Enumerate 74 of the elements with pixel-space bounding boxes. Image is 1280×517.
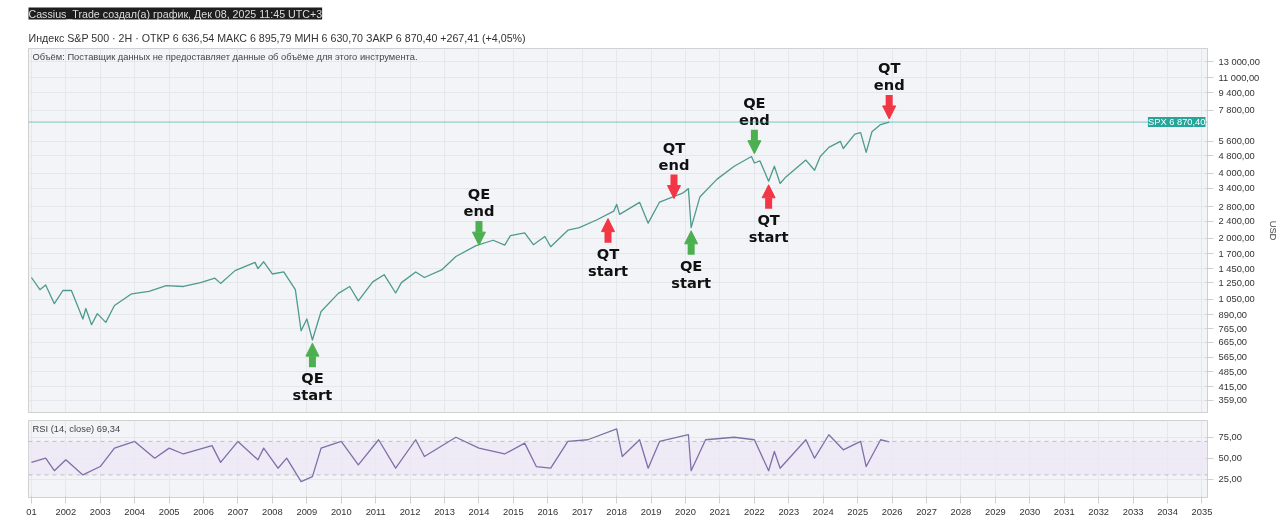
x-tick-label: 2015	[503, 506, 524, 517]
y-tick-label: 2 400,00	[1218, 216, 1255, 227]
x-tick-label: 2026	[881, 506, 903, 517]
x-tick-label: 2033	[1122, 506, 1144, 517]
y-tick-label: 9 400,00	[1218, 87, 1255, 98]
annotation: QE start	[671, 256, 712, 291]
chart-title: Cassius_Trade создал(а) график, Дек 08, 2025 11:45 UTC+3	[28, 7, 323, 20]
x-tick-label: 2011	[365, 506, 386, 517]
x-tick-label: 2003	[89, 506, 111, 517]
x-tick-label: 2035	[1191, 506, 1213, 517]
x-tick-label: 2009	[296, 506, 318, 517]
x-tick-label: 2025	[847, 506, 869, 517]
y-tick-label: 3 400,00	[1218, 183, 1255, 194]
x-tick-label: 2017	[571, 506, 593, 517]
chart-title: RSI (14, close) 69,34	[32, 423, 121, 434]
annotation: QT start	[748, 210, 789, 245]
x-tick-label: 01	[26, 506, 37, 517]
x-tick-label: 2018	[606, 506, 628, 517]
annotation: QE start	[292, 369, 333, 404]
y-tick-label: 2 800,00	[1218, 201, 1255, 212]
y-tick-label: 2 000,00	[1218, 233, 1255, 244]
y-tick-label: 7 800,00	[1218, 105, 1255, 116]
ref-line-label: SPX 6 870,40	[1147, 117, 1206, 128]
x-tick-label: 2006	[193, 506, 214, 517]
x-tick-label: 2002	[55, 506, 77, 517]
x-tick-label: 2022	[744, 506, 765, 517]
x-tick-label: 2024	[812, 506, 834, 517]
x-tick-label: 2028	[950, 506, 972, 517]
x-tick-label: 2020	[675, 506, 696, 517]
x-tick-label: 2004	[124, 506, 146, 517]
y-tick-label: 1 050,00	[1218, 294, 1255, 305]
x-tick-label: 2021	[709, 506, 731, 517]
annotation: QE end	[463, 185, 495, 220]
y-tick-label: 5 600,00	[1218, 136, 1255, 147]
y-tick-label: 13 000,00	[1218, 56, 1260, 67]
chart-subtitle: Индекс S&P 500 · 2Н · ОТКР 6 636,54 МАКС 6 895,79 МИН 6 630,70 ЗАКР 6 870,40 +267,41 (+4,05%)	[28, 31, 526, 44]
annotation: QT end	[658, 138, 690, 173]
annotation: QT end	[873, 58, 905, 93]
annotation: Объём: Поставщик данных не предоставляет данные об объёме для этого инструмента.	[32, 51, 418, 62]
x-tick-label: 2012	[399, 506, 421, 517]
x-tick-label: 2034	[1157, 506, 1178, 517]
y-tick-label: 415,00	[1218, 381, 1248, 392]
y-tick-label: 1 250,00	[1218, 277, 1255, 288]
y-tick-label: 565,00	[1218, 352, 1248, 363]
x-tick-label: 2029	[985, 506, 1006, 517]
y-axis-title: USD	[1268, 220, 1278, 241]
x-tick-label: 2027	[916, 506, 937, 517]
y-tick-label: 4 800,00	[1218, 150, 1255, 161]
x-tick-label: 2016	[537, 506, 559, 517]
y-tick-label: 359,00	[1218, 395, 1248, 406]
y-tick-label: 1 450,00	[1218, 263, 1255, 274]
x-tick-label: 2010	[330, 506, 352, 517]
x-tick-label: 2032	[1088, 506, 1110, 517]
y-tick-label: 50,00	[1218, 453, 1242, 464]
x-tick-label: 2013	[434, 506, 455, 517]
y-tick-label: 890,00	[1218, 309, 1248, 320]
x-tick-label: 2007	[227, 506, 249, 517]
y-tick-label: 25,00	[1218, 474, 1242, 485]
annotation: QE end	[738, 93, 770, 128]
x-tick-label: 2005	[158, 506, 180, 517]
y-tick-label: 75,00	[1218, 432, 1242, 443]
x-tick-label: 2030	[1019, 506, 1041, 517]
y-tick-label: 485,00	[1218, 366, 1248, 377]
x-tick-label: 2008	[261, 506, 283, 517]
y-tick-label: 765,00	[1218, 323, 1248, 334]
x-tick-label: 2023	[778, 506, 800, 517]
y-tick-label: 4 000,00	[1218, 168, 1255, 179]
x-tick-label: 2031	[1053, 506, 1075, 517]
y-tick-label: 665,00	[1218, 337, 1248, 348]
x-tick-label: 2014	[468, 506, 490, 517]
x-tick-label: 2019	[640, 506, 662, 517]
y-tick-label: 1 700,00	[1218, 248, 1255, 259]
annotation: QT start	[588, 244, 628, 279]
y-tick-label: 11 000,00	[1218, 72, 1260, 83]
